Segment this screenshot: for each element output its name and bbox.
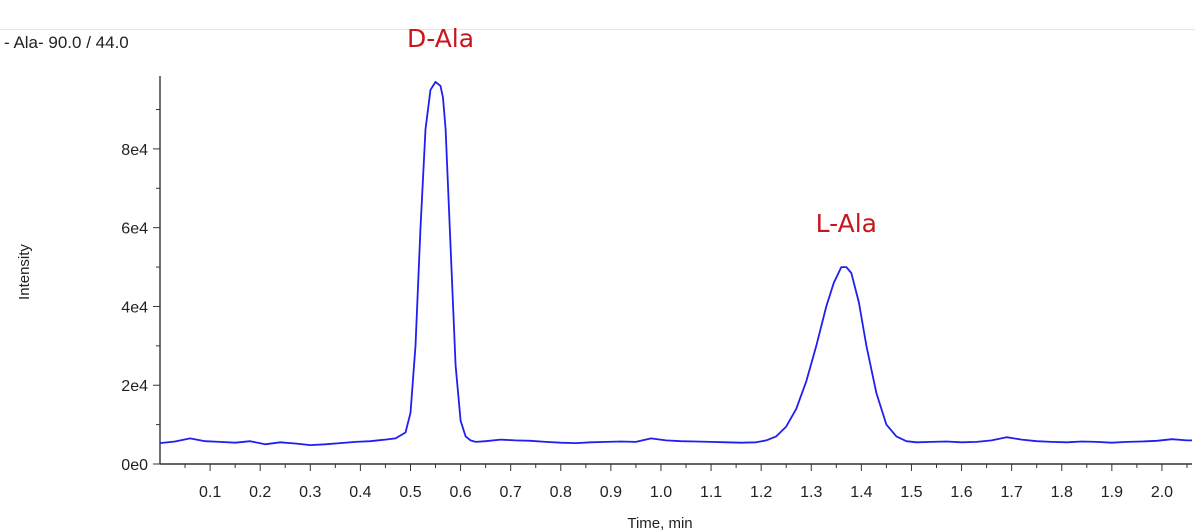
chart-title: - Ala- 90.0 / 44.0 bbox=[4, 33, 129, 52]
peak-label-d-ala: D-Ala bbox=[407, 24, 474, 53]
x-tick-label: 0.8 bbox=[550, 484, 572, 501]
x-tick-label: 1.5 bbox=[900, 484, 922, 501]
x-tick-label: 0.2 bbox=[249, 484, 271, 501]
y-tick-label: 2e4 bbox=[121, 378, 148, 395]
y-axis-ticks: 0e0 2e4 4e4 6e4 8e4 bbox=[121, 109, 160, 474]
x-tick-label: 1.9 bbox=[1101, 484, 1123, 501]
intensity-trace bbox=[159, 81, 1192, 446]
x-tick-label: 1.7 bbox=[1001, 484, 1023, 501]
top-divider bbox=[0, 29, 1195, 30]
x-tick-label: 1.6 bbox=[950, 484, 972, 501]
x-tick-label: 0.6 bbox=[449, 484, 471, 501]
x-tick-label: 1.0 bbox=[650, 484, 672, 501]
y-axis-label: Intensity bbox=[16, 244, 33, 300]
x-tick-label: 1.4 bbox=[850, 484, 872, 501]
y-tick-label: 8e4 bbox=[121, 142, 148, 159]
y-tick-label: 4e4 bbox=[121, 299, 148, 316]
peak-label-l-ala: L-Ala bbox=[816, 209, 877, 238]
x-tick-label: 2.0 bbox=[1151, 484, 1173, 501]
y-tick-label: 6e4 bbox=[121, 221, 148, 238]
x-tick-label: 1.1 bbox=[700, 484, 722, 501]
x-axis-label: Time, min bbox=[627, 515, 692, 532]
x-tick-label: 1.3 bbox=[800, 484, 822, 501]
x-tick-label: 1.8 bbox=[1051, 484, 1073, 501]
x-tick-label: 0.3 bbox=[299, 484, 321, 501]
x-tick-label: 0.4 bbox=[349, 484, 371, 501]
y-tick-label: 0e0 bbox=[121, 457, 148, 474]
x-tick-label: 0.5 bbox=[399, 484, 421, 501]
peak-annotations: D-Ala L-Ala bbox=[407, 24, 877, 238]
x-axis-ticks: 0.1 0.2 0.3 0.4 0.5 0.6 0.7 0.8 0.9 1.0 1.1 1.2 1.3 1… bbox=[184, 464, 1188, 501]
x-tick-label: 0.1 bbox=[199, 484, 221, 501]
x-tick-label: 0.7 bbox=[500, 484, 522, 501]
x-tick-label: 0.9 bbox=[600, 484, 622, 501]
x-tick-label: 1.2 bbox=[750, 484, 772, 501]
